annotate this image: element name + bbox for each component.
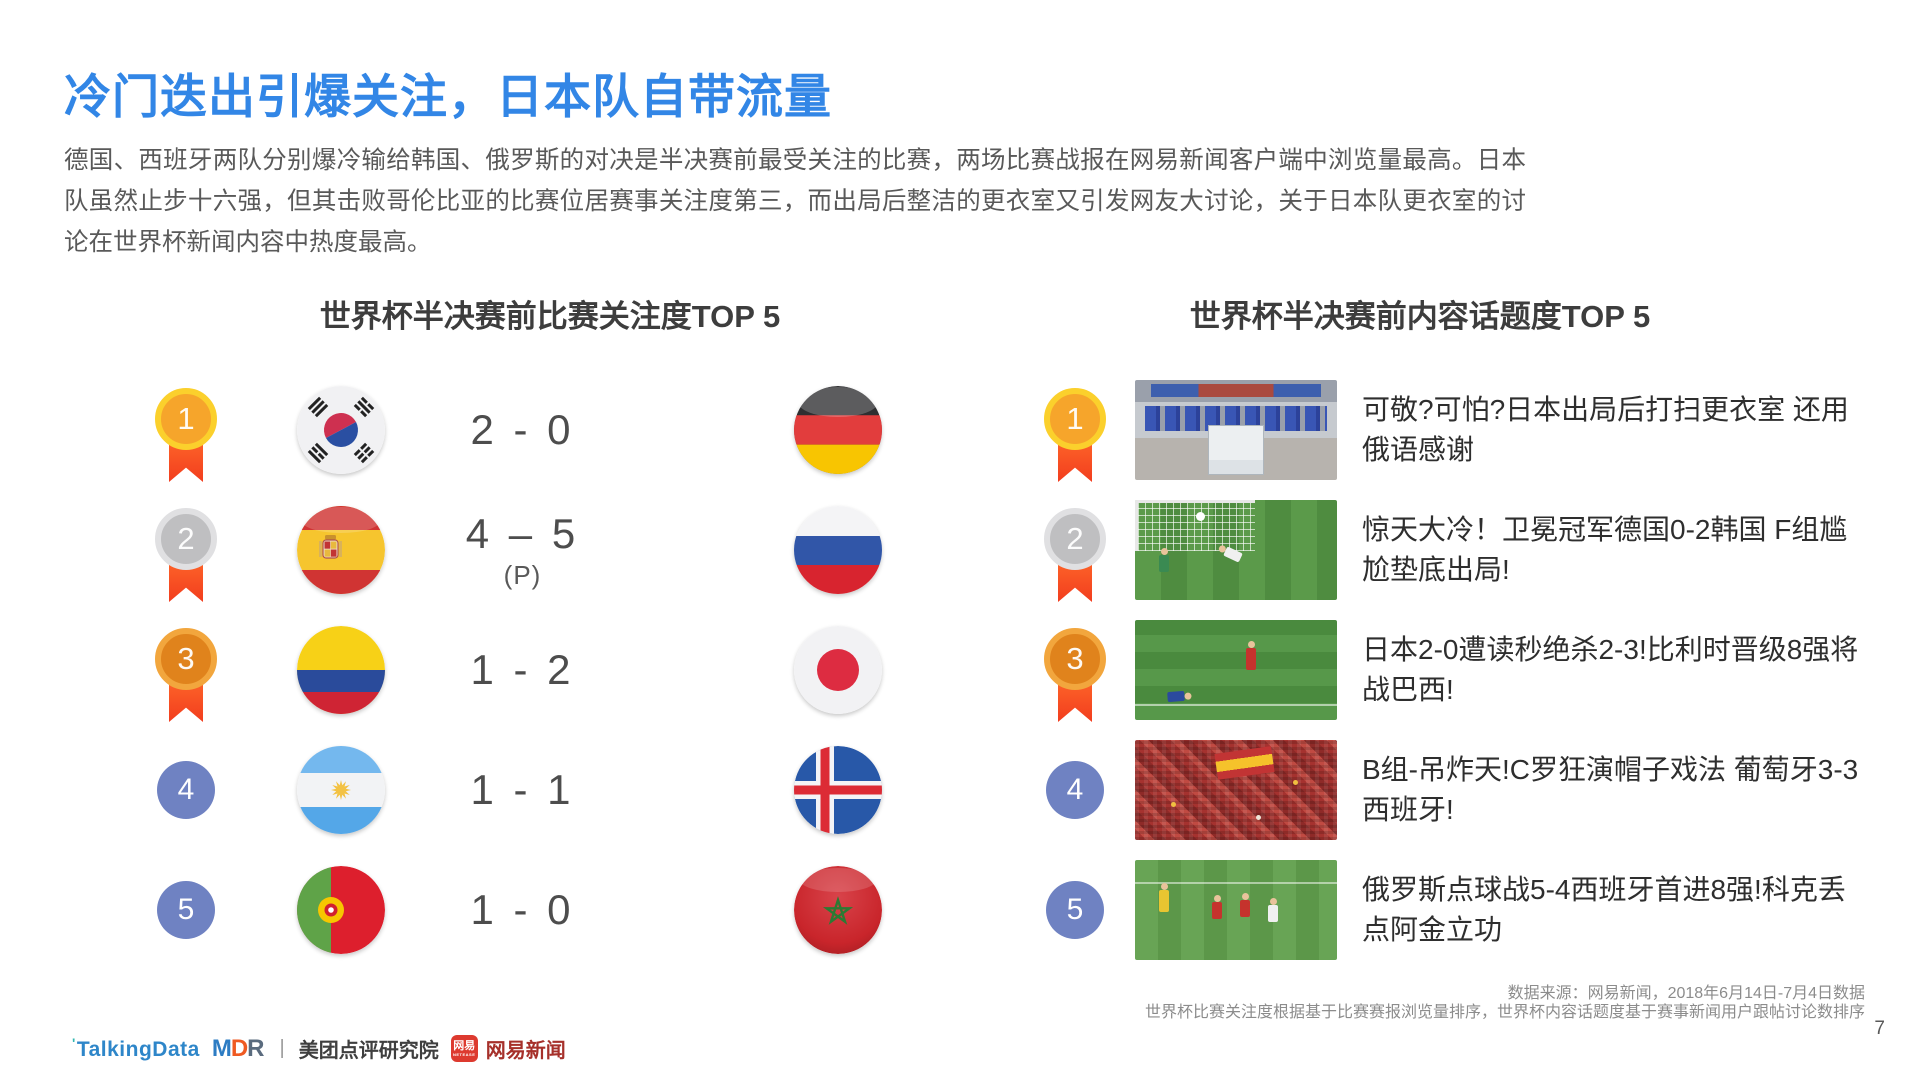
flag-japan-icon [794,626,882,714]
match-row-4: 4 1 - 1 [0,730,1921,850]
right-panel-title: 世界杯半决赛前内容话题度TOP 5 [1189,299,1651,334]
logo-divider: | [279,1037,285,1059]
thumbnail-portugal-spain-fans [1135,740,1337,840]
silver-medal-icon: 2 [154,508,218,620]
rank-badge: 5 [1046,881,1104,939]
match-score: 4 – 5 (P) [465,509,580,590]
match-score: 1 - 1 [470,766,575,813]
pitch-line [1135,882,1337,884]
crowd-dot [1171,802,1177,807]
rank-number: 1 [155,388,217,450]
match-row-3: 3 1 - 2 [0,610,1921,730]
news-headline: B组-吊炸天!C罗狂演帽子戏法 葡萄牙3-3西班牙! [1362,754,1859,825]
rank-badge: 4 [1046,761,1104,819]
rank-badge: 4 [157,761,215,819]
page-number: 7 [1874,1018,1885,1039]
rank-number: 1 [1044,388,1106,450]
source-line-1: 数据来源：网易新闻，2018年6月14日-7月4日数据 [1507,985,1865,1002]
meituan-dianping-institute-label: 美团点评研究院 [298,1040,439,1062]
match-row-1: 1 [0,370,1921,490]
intro-paragraph: 德国、西班牙两队分别爆冷输给韩国、俄罗斯的对决是半决赛前最受关注的比赛，两场比赛… [64,147,1526,256]
gold-medal-icon: 1 [1043,388,1107,500]
news-headline: 惊天大冷！卫冕冠军德国0-2韩国 F组尴尬垫底出局! [1362,514,1848,585]
rank-number: 3 [1044,628,1106,690]
flag-south-korea-icon [297,386,385,474]
page-title: 冷门迭出引爆关注，日本队自带流量 [64,70,832,123]
bronze-medal-icon: 3 [154,628,218,740]
flag-portugal-icon [297,866,385,954]
news-headline: 日本2-0遭读秒绝杀2-3!比利时晋级8强将战巴西! [1362,634,1859,705]
match-score: 1 - 2 [470,646,575,693]
news-row-5: 5 俄罗斯点球战5-4西班牙首进8强!科克丢点阿金立功 [0,850,1921,970]
thumbnail-japan-belgium-match [1135,620,1337,720]
pitch-line [1135,704,1337,706]
referee-figure [1159,883,1170,912]
rank-number: 2 [155,508,217,570]
player-figure [1211,895,1222,919]
rank-number: 3 [155,628,217,690]
news-row-4: 4 B组-吊炸天!C罗狂演帽子戏法 葡萄牙3-3西班牙! [0,730,1921,850]
flag-iceland-icon [794,746,882,834]
bronze-medal-icon: 3 [1043,628,1107,740]
penalty-note: (P) [503,559,542,590]
match-row-5: 5 1 - 0 [0,850,1921,970]
flag-spain-icon [297,506,385,594]
ball [1195,512,1205,521]
news-headline: 可敬?可怕?日本出局后打扫更衣室 还用俄语感谢 [1362,394,1849,465]
rank-badge: 5 [157,881,215,939]
crowd-dot [1292,780,1298,785]
netease-news-label: 网易新闻 [485,1040,566,1062]
player-figure [1268,898,1279,922]
flag-russia-icon [794,506,882,594]
crowd-dot [1256,815,1262,820]
netease-app-icon: 网易 NETEASE [450,1035,478,1062]
data-source-note: 数据来源：网易新闻，2018年6月14日-7月4日数据 世界杯比赛关注度根据基于… [1145,984,1865,1022]
gold-medal-icon: 1 [154,388,218,500]
match-score: 2 - 0 [470,406,575,453]
match-row-2: 2 4 – 5 (P) [0,490,1921,610]
player-figure [1240,893,1251,917]
flag-argentina-icon [297,746,385,834]
news-headline: 俄罗斯点球战5-4西班牙首进8强!科克丢点阿金立功 [1362,874,1846,945]
locker-table [1207,425,1265,475]
footer-logos: 'TalkingData MDR | 美团点评研究院 网易 NETEASE 网易新… [72,1034,566,1063]
match-score: 1 - 0 [470,886,575,933]
talkingdata-tick-icon: ' [72,1035,76,1051]
news-row-2: 2 惊天大冷！卫冕冠军德国0-2韩国 F组尴尬垫底出局! [0,490,1921,610]
silver-medal-icon: 2 [1043,508,1107,620]
flag-morocco-icon [794,866,882,954]
flag-germany-icon [794,386,882,474]
source-line-2: 世界杯比赛关注度根据基于比赛赛报浏览量排序，世界杯内容话题度基于赛事新闻用户跟帖… [1144,1004,1865,1021]
mdr-logo: MDR [211,1034,265,1062]
thumbnail-russia-spain-penalties [1135,860,1337,960]
belgium-player-figure [1246,641,1257,670]
talkingdata-logo: 'TalkingData [72,1035,200,1061]
player-figure [1159,548,1170,572]
news-row-3: 3 日本2-0遭读秒绝杀2-3!比利时晋级8强将战巴西! [0,610,1921,730]
rank-number: 2 [1044,508,1106,570]
left-panel-title: 世界杯半决赛前比赛关注度TOP 5 [319,299,781,334]
thumbnail-japan-locker-room [1135,380,1337,480]
japan-player-figure [1167,690,1186,703]
locker-banner [1151,384,1321,397]
thumbnail-germany-korea-upset [1135,500,1337,600]
news-row-1: 1 可敬?可怕?日本出局后打扫更衣室 还用俄语感谢 [0,370,1921,490]
goal-net [1135,500,1256,551]
